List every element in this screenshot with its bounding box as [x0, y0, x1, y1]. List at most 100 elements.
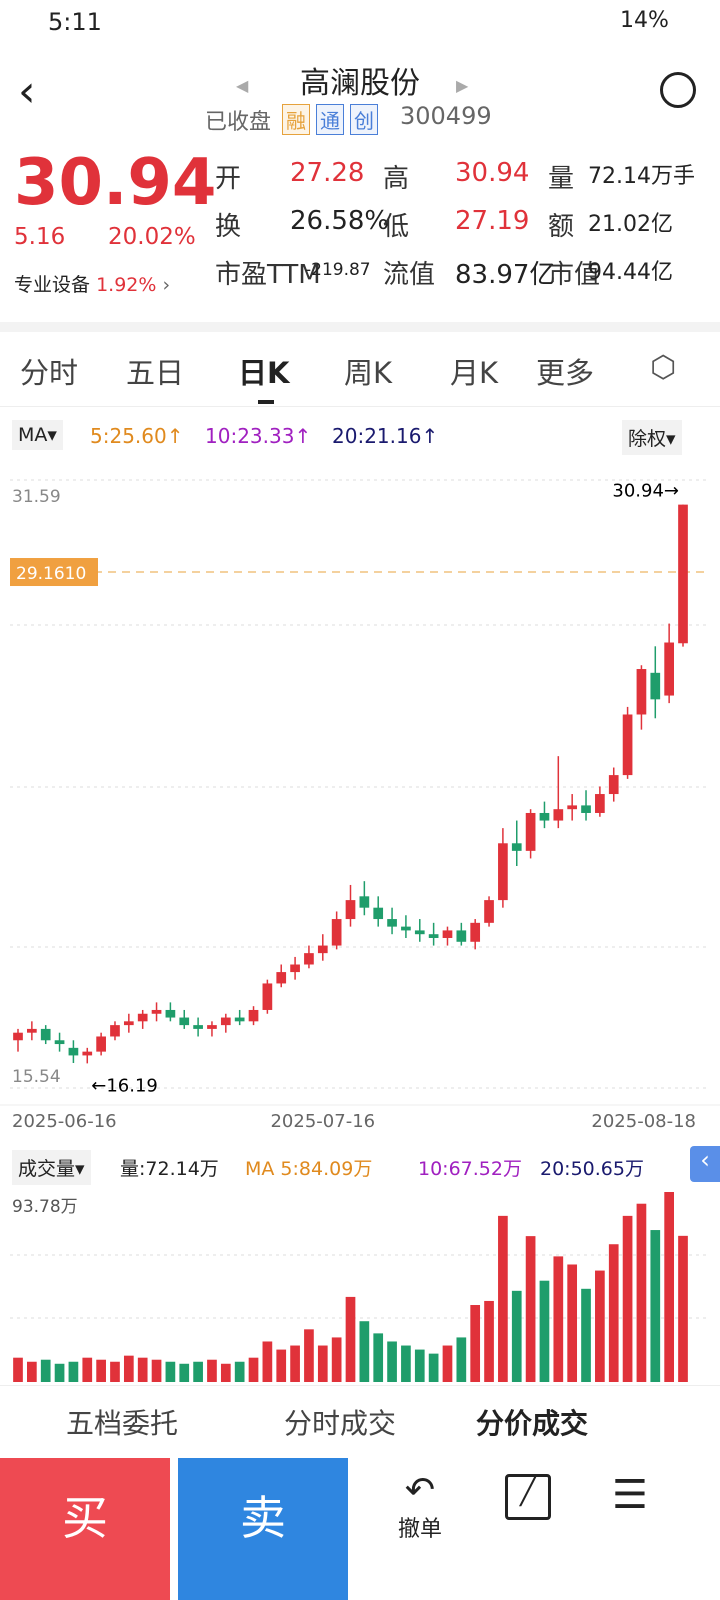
- stat-label: 量: [548, 164, 575, 194]
- period-tab[interactable]: 周K: [344, 356, 393, 390]
- volume-bar: [650, 1230, 661, 1382]
- prev-stock[interactable]: ◀: [236, 76, 249, 95]
- sell-label: 卖: [240, 1491, 286, 1545]
- volume-bar: [442, 1345, 453, 1382]
- cancel-button[interactable]: ↶ 撤单: [380, 1470, 460, 1543]
- stat-label: 高: [383, 164, 410, 194]
- period-tab[interactable]: 分时: [20, 356, 79, 390]
- stat-value: 21.02亿: [588, 212, 673, 237]
- candle-body: [248, 1009, 259, 1022]
- stat-value: 30.94: [455, 158, 530, 188]
- vol-ma5: MA 5:84.09万: [245, 1158, 373, 1180]
- stat-value: -219.87: [305, 260, 371, 280]
- x-tick-label: 2025-08-18: [591, 1111, 696, 1132]
- candle-body: [608, 775, 619, 795]
- buy-label: 买: [62, 1491, 108, 1545]
- volume-bar: [220, 1363, 231, 1382]
- candle-body: [68, 1047, 79, 1056]
- volume-bar: [276, 1349, 287, 1382]
- candle-body: [442, 930, 453, 938]
- candle-body: [207, 1025, 217, 1029]
- bottom-tabs-bar: [0, 1385, 720, 1458]
- period-tab[interactable]: 月K: [450, 356, 499, 390]
- candle-body: [428, 934, 439, 938]
- stat-value: 72.14万手: [588, 164, 695, 189]
- volume-bar: [68, 1361, 79, 1382]
- volume-bar: [622, 1215, 633, 1382]
- candle-body: [484, 900, 494, 923]
- candle-body: [165, 1009, 176, 1018]
- candle-body: [373, 907, 384, 920]
- volume-bar: [636, 1203, 647, 1382]
- candle-body: [151, 1009, 162, 1014]
- stock-code: 300499: [400, 102, 492, 130]
- candle-body: [234, 1017, 245, 1022]
- candle-body: [664, 642, 674, 696]
- bottom-tab[interactable]: 分时成交: [284, 1407, 397, 1440]
- collapse-button[interactable]: ‹: [690, 1146, 720, 1182]
- volume-bar: [317, 1345, 328, 1382]
- candle-body: [470, 922, 481, 942]
- volume-bar: [511, 1290, 522, 1382]
- volume-bar: [207, 1359, 217, 1382]
- bottom-tab[interactable]: 分价成交: [476, 1407, 589, 1440]
- candle-body: [525, 812, 536, 851]
- next-stock[interactable]: ▶: [456, 76, 469, 95]
- stat-label: 低: [383, 212, 410, 242]
- candle-body: [678, 504, 688, 644]
- bottom-tab[interactable]: 五档委托: [66, 1407, 179, 1440]
- status-time: 5:11: [48, 8, 102, 36]
- volume-bar: [498, 1215, 508, 1382]
- menu-button[interactable]: ☰: [612, 1472, 648, 1518]
- back-button[interactable]: ‹: [18, 66, 36, 117]
- badge: 融: [282, 104, 310, 135]
- stat-value: 27.19: [455, 206, 530, 236]
- volume-bar: [151, 1359, 162, 1382]
- volume-bar: [13, 1357, 23, 1382]
- cancel-label: 撤单: [397, 1517, 442, 1542]
- sector[interactable]: 专业设备 1.92% ›: [14, 274, 171, 296]
- volume-bar: [470, 1305, 481, 1382]
- sell-button[interactable]: 卖: [178, 1458, 348, 1600]
- period-tab[interactable]: 更多: [536, 356, 595, 390]
- volume-label: 成交量: [18, 1158, 76, 1180]
- cancel-icon: ↶: [404, 1470, 436, 1511]
- period-tab[interactable]: 五日: [126, 356, 185, 390]
- candle-body: [304, 953, 314, 965]
- volume-bar: [414, 1349, 425, 1382]
- volume-bar: [387, 1341, 397, 1382]
- low-label: ←16.19: [91, 1075, 158, 1096]
- volume-bar: [345, 1296, 356, 1382]
- status-battery: 14%: [620, 8, 669, 33]
- volume-bar: [193, 1361, 203, 1382]
- candle-body: [553, 809, 564, 821]
- candle-body: [27, 1028, 37, 1033]
- candle-body: [636, 669, 647, 715]
- ma-select[interactable]: MA▾: [12, 420, 63, 450]
- edit-button[interactable]: ╱: [505, 1474, 551, 1520]
- stat-label: 换: [215, 212, 242, 242]
- candle-body: [511, 843, 522, 851]
- volume-bar: [179, 1363, 190, 1382]
- stat-value: 26.58%: [290, 206, 390, 236]
- stat-value: 94.44亿: [588, 260, 673, 285]
- candle-body: [622, 714, 633, 776]
- period-tab[interactable]: 日K: [238, 356, 290, 390]
- candle-body: [317, 945, 328, 954]
- volume-bar: [331, 1337, 342, 1382]
- kline-chart: 15.54 31.59 29.1610 30.94→ ←16.19 2025-06-16 2…: [0, 479, 720, 1382]
- volume-bar: [304, 1329, 314, 1382]
- adjust-select[interactable]: 除权▾: [622, 420, 682, 455]
- search-button[interactable]: [660, 72, 696, 108]
- candle-body: [262, 983, 273, 1010]
- buy-button[interactable]: 买: [0, 1458, 170, 1600]
- candle-body: [290, 964, 300, 973]
- volume-select[interactable]: 成交量▾: [12, 1150, 91, 1185]
- volume-bar: [359, 1321, 370, 1382]
- volume-bar: [525, 1236, 536, 1382]
- volume-bar: [678, 1235, 688, 1382]
- settings[interactable]: ⬡: [650, 350, 677, 385]
- stat-label: 市值: [548, 260, 601, 290]
- candle-body: [401, 926, 411, 931]
